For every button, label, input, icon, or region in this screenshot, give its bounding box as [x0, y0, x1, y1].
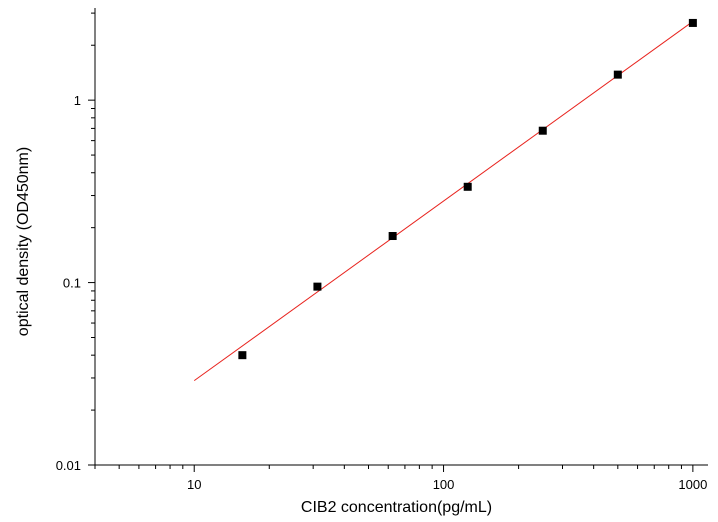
x-tick-label: 10 — [187, 477, 201, 492]
data-point — [538, 126, 547, 135]
y-tick-label: 0.1 — [63, 276, 81, 291]
fit-layer — [193, 21, 694, 382]
data-point — [688, 18, 697, 27]
x-tick-label: 100 — [433, 477, 455, 492]
axes-layer — [94, 8, 708, 466]
x-axis-title: CIB2 concentration(pg/mL) — [301, 499, 492, 516]
fit-line — [193, 21, 694, 382]
y-tick-label: 0.01 — [56, 458, 81, 473]
data-point — [388, 232, 397, 241]
y-axis-title: optical density (OD450nm) — [15, 147, 32, 336]
data-point — [238, 351, 247, 360]
data-point — [313, 282, 322, 291]
points-layer — [238, 18, 697, 360]
ticks-layer: 10 100 1000 0.01 0.1 1 — [56, 12, 707, 492]
x-tick-label: 1000 — [678, 477, 707, 492]
y-tick-label: 1 — [74, 93, 81, 108]
data-point — [463, 182, 472, 191]
data-point — [613, 70, 622, 79]
